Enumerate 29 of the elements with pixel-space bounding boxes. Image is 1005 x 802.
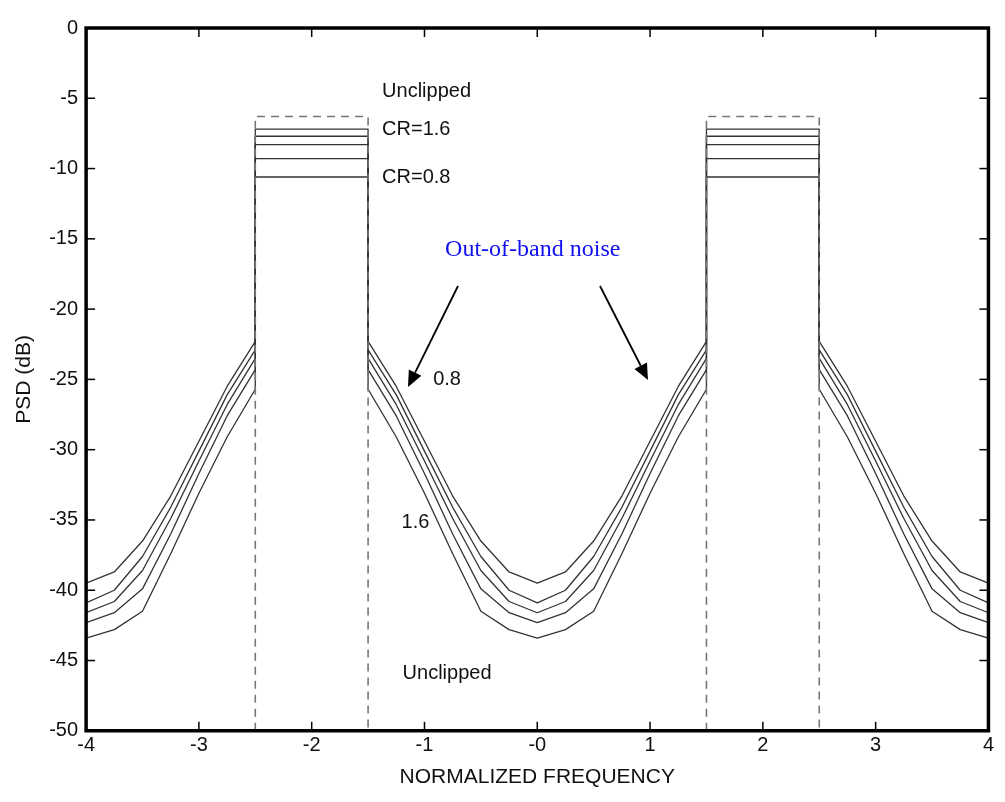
y-tick-label: -40 xyxy=(49,577,79,600)
y-tick-label: -20 xyxy=(49,296,79,319)
x-tick-label: -1 xyxy=(415,733,434,756)
annotation: Out-of-band noise xyxy=(445,235,621,262)
y-tick-label: -10 xyxy=(49,156,79,179)
x-tick-label: 3 xyxy=(870,733,882,756)
y-tick-label: -30 xyxy=(49,437,79,460)
x-tick-label: 4 xyxy=(982,733,994,756)
x-tick-label: 2 xyxy=(757,733,769,756)
y-tick-label: -35 xyxy=(49,507,79,530)
x-tick-label: -2 xyxy=(302,733,321,756)
y-tick-label: -5 xyxy=(60,85,79,108)
annotation: 0.8 xyxy=(433,366,461,389)
x-tick-label: -0 xyxy=(528,733,547,756)
y-tick-label: -50 xyxy=(49,718,79,741)
x-tick-label: -4 xyxy=(77,733,95,756)
x-tick-label: -3 xyxy=(190,733,208,756)
x-axis-title: NORMALIZED FREQUENCY xyxy=(399,764,675,788)
series-label: CR=0.8 xyxy=(382,164,451,187)
x-tick-label: 1 xyxy=(644,733,656,756)
y-tick-label: -45 xyxy=(49,648,79,671)
annotation: 1.6 xyxy=(401,510,430,533)
series-label: Unclipped xyxy=(382,79,472,102)
y-tick-label: -15 xyxy=(49,226,79,249)
annotation: Unclipped xyxy=(402,660,492,683)
y-tick-label: -25 xyxy=(49,366,79,389)
y-axis-title: PSD (dB) xyxy=(11,335,35,424)
series-label: CR=1.6 xyxy=(382,116,451,139)
y-tick-label: 0 xyxy=(66,15,79,38)
